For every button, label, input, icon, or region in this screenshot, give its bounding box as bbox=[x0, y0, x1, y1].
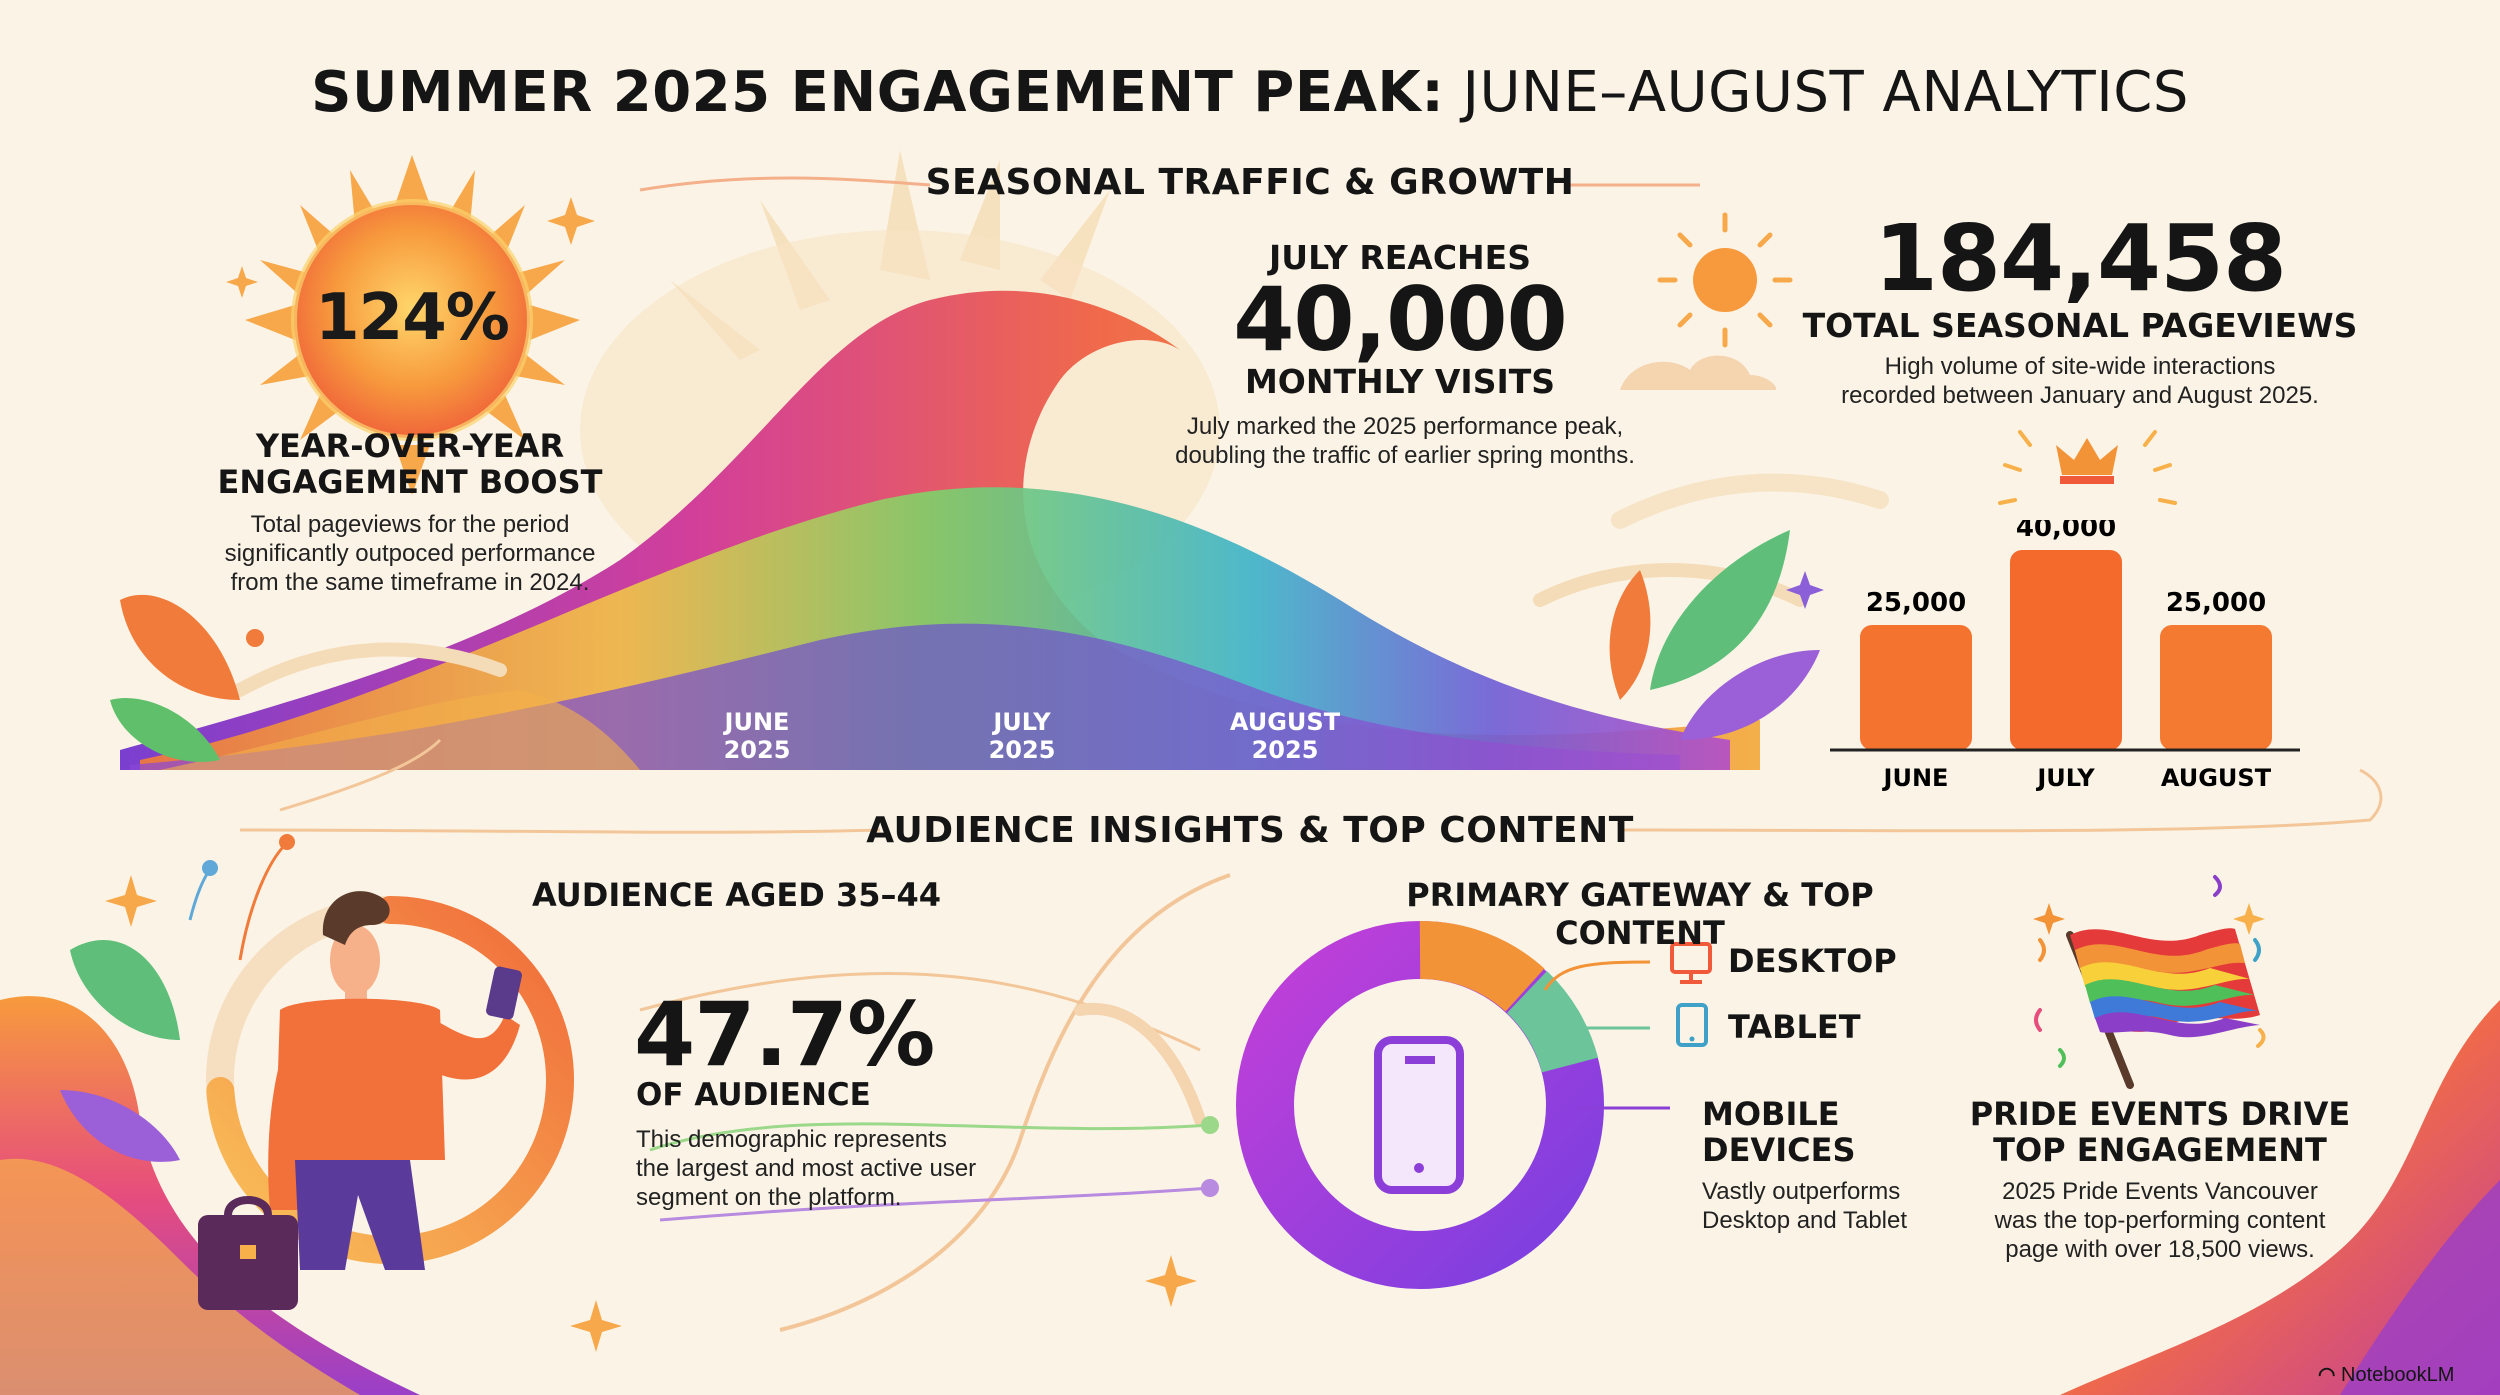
crown-icon bbox=[1998, 430, 2177, 505]
gateway-heading: PRIMARY GATEWAY & TOP CONTENT bbox=[1406, 876, 1874, 952]
total-value: 184,458 bbox=[1873, 205, 2287, 312]
july-value: 40,000 bbox=[1233, 268, 1568, 371]
yoy-heading: YEAR-OVER-YEAR ENGAGEMENT BOOST bbox=[217, 427, 603, 501]
legend-desktop: DESKTOP bbox=[1728, 942, 1897, 980]
bar-category-label: AUGUST bbox=[2161, 764, 2272, 792]
small-sun-icon bbox=[1657, 212, 1793, 348]
bar-august bbox=[2160, 625, 2272, 750]
pride-description: 2025 Pride Events Vancouver was the top-p… bbox=[1994, 1178, 2326, 1263]
monthly-visits-bar-chart: 25,000 JUNE 40,000 JULY 25,000 AUGUST bbox=[1830, 520, 2300, 792]
legend-mobile: MOBILE DEVICES bbox=[1702, 1095, 1856, 1169]
total-description: High volume of site-wide interactions rec… bbox=[1841, 353, 2319, 409]
brand-logo: ◠ NotebookLM bbox=[2318, 1364, 2455, 1386]
sun-icon bbox=[245, 155, 580, 495]
desktop-icon bbox=[1670, 942, 1712, 984]
pride-heading: PRIDE EVENTS DRIVE TOP ENGAGEMENT bbox=[1969, 1095, 2351, 1169]
july-pre-label: JULY REACHES bbox=[1269, 238, 1531, 277]
gateway-description: Vastly outperforms Desktop and Tablet bbox=[1702, 1178, 1908, 1234]
page-title: SUMMER 2025 ENGAGEMENT PEAK: JUNE–AUGUST… bbox=[311, 60, 2189, 125]
bar-value-label: 25,000 bbox=[2166, 588, 2266, 618]
audience-value: 47.7% bbox=[634, 983, 935, 1086]
device-donut-chart bbox=[1236, 920, 1604, 1289]
bar-category-label: JUNE bbox=[1882, 764, 1949, 792]
bar-july bbox=[2010, 550, 2122, 750]
section-heading-audience: AUDIENCE INSIGHTS & TOP CONTENT bbox=[866, 810, 1634, 851]
bar-category-label: JULY bbox=[2035, 764, 2095, 792]
yoy-value: 124% bbox=[315, 281, 510, 355]
bar-june bbox=[1860, 625, 1972, 750]
bar-value-label: 40,000 bbox=[2016, 520, 2116, 543]
legend-tablet: TABLET bbox=[1728, 1008, 1861, 1046]
wave-label-july: JULY 2025 bbox=[988, 708, 1056, 764]
pride-flag-icon bbox=[2033, 875, 2266, 1089]
tablet-icon bbox=[1676, 1003, 1708, 1047]
mobile-phone-icon bbox=[1374, 1036, 1464, 1194]
bar-value-label: 25,000 bbox=[1866, 588, 1966, 618]
total-label: TOTAL SEASONAL PAGEVIEWS bbox=[1802, 306, 2358, 345]
person-illustration bbox=[198, 891, 522, 1310]
audience-heading: AUDIENCE AGED 35–44 bbox=[532, 876, 942, 914]
yoy-description: Total pageviews for the period significan… bbox=[224, 511, 596, 596]
wave-label-august: AUGUST 2025 bbox=[1229, 708, 1341, 764]
audience-description: This demographic represents the largest a… bbox=[636, 1126, 977, 1211]
july-post-label: MONTHLY VISITS bbox=[1244, 362, 1556, 401]
wave-label-june: JUNE 2025 bbox=[723, 708, 791, 764]
section-heading-traffic: SEASONAL TRAFFIC & GROWTH bbox=[925, 162, 1575, 203]
audience-label: OF AUDIENCE bbox=[636, 1077, 871, 1113]
brand-icon: ◠ bbox=[2318, 1364, 2342, 1386]
july-description: July marked the 2025 performance peak, do… bbox=[1175, 413, 1635, 469]
